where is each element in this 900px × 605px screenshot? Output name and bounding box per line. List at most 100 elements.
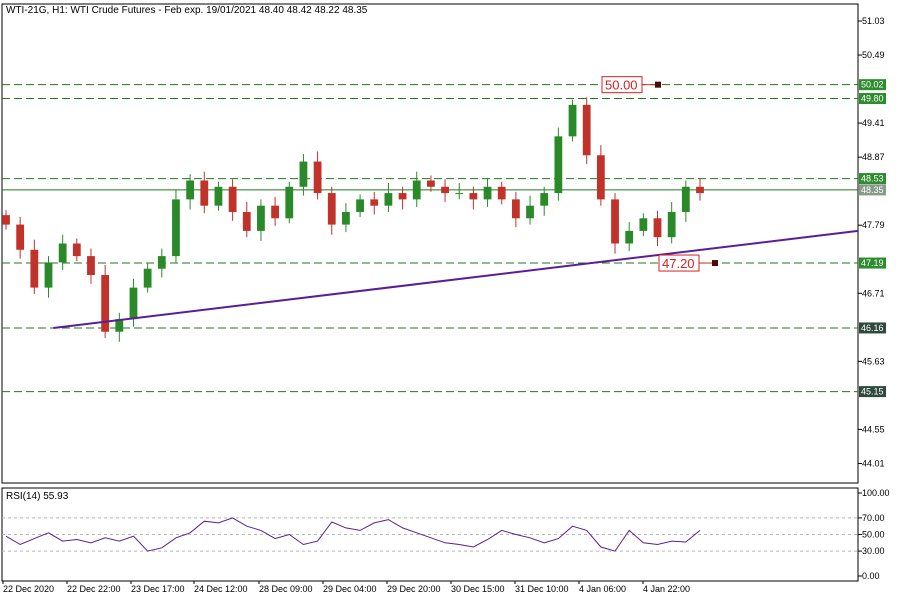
candle-body[interactable] xyxy=(285,186,294,219)
time-tick-label: 31 Dec 10:00 xyxy=(515,584,569,594)
rsi-tick-label: 0.00 xyxy=(862,571,880,581)
candle-body[interactable] xyxy=(313,161,322,194)
candle-body[interactable] xyxy=(412,180,421,200)
candle-body[interactable] xyxy=(58,243,67,263)
candle-body[interactable] xyxy=(398,193,407,200)
rsi-tick-label: 50.00 xyxy=(862,530,885,540)
candle-body[interactable] xyxy=(200,180,209,206)
time-tick-label: 29 Dec 20:00 xyxy=(387,584,441,594)
price-tick-label: 50.49 xyxy=(862,50,885,60)
candle-body[interactable] xyxy=(342,211,350,225)
price-panel-frame xyxy=(1,3,859,484)
candle-body[interactable] xyxy=(87,256,95,276)
level-price-tag xyxy=(859,93,886,105)
candle-body[interactable] xyxy=(172,199,180,257)
rsi-tick-label: 100.00 xyxy=(862,488,890,498)
annotation-marker[interactable] xyxy=(712,260,718,267)
price-tick-label: 48.87 xyxy=(862,152,885,162)
candle-body[interactable] xyxy=(242,211,251,231)
annotation-marker[interactable] xyxy=(655,81,661,88)
candle-body[interactable] xyxy=(271,205,279,219)
support-trendline[interactable] xyxy=(53,229,859,329)
candle-body[interactable] xyxy=(511,199,520,219)
candle-body[interactable] xyxy=(441,186,449,194)
level-price-tag xyxy=(859,173,886,185)
candle-body[interactable] xyxy=(639,218,648,231)
candle-body[interactable] xyxy=(611,199,619,244)
rsi-header: RSI(14) 55.93 xyxy=(6,491,69,502)
candle-body[interactable] xyxy=(129,287,138,320)
candle-body[interactable] xyxy=(186,180,195,200)
candle-body[interactable] xyxy=(16,224,25,250)
level-price-tag xyxy=(859,322,886,334)
time-tick-label: 24 Dec 12:00 xyxy=(194,584,248,594)
candle-body[interactable] xyxy=(696,186,704,194)
candle-body[interactable] xyxy=(299,161,308,187)
level-price-label: 45.15 xyxy=(861,387,884,397)
candle-body[interactable] xyxy=(582,104,591,156)
price-tick-label: 45.63 xyxy=(862,356,885,366)
candle-body[interactable] xyxy=(667,211,676,238)
candle-body[interactable] xyxy=(681,186,690,212)
level-price-label: 49.80 xyxy=(861,94,884,104)
time-tick-label: 22 Dec 22:00 xyxy=(67,584,121,594)
price-tick-label: 44.55 xyxy=(862,424,885,434)
level-price-tag xyxy=(859,79,886,91)
level-price-label: 46.16 xyxy=(861,323,884,333)
time-tick-label: 23 Dec 17:00 xyxy=(131,584,185,594)
candle-body[interactable] xyxy=(568,104,577,137)
candle-body[interactable] xyxy=(653,218,662,238)
candle-body[interactable] xyxy=(384,193,393,206)
level-price-tag xyxy=(859,257,886,269)
candle-body[interactable] xyxy=(554,136,563,194)
time-tick-label: 29 Dec 04:00 xyxy=(323,584,377,594)
candle-body[interactable] xyxy=(143,268,152,288)
annotation-box[interactable] xyxy=(601,76,643,94)
price-tick-label: 49.41 xyxy=(862,118,885,128)
candle-body[interactable] xyxy=(469,193,478,200)
annotation-label: 50.00 xyxy=(605,78,638,93)
candle-body[interactable] xyxy=(427,180,435,187)
candle-body[interactable] xyxy=(257,205,265,231)
rsi-line[interactable] xyxy=(5,517,701,552)
time-tick-label: 28 Dec 09:00 xyxy=(259,584,313,594)
chart-ohlc: 48.40 48.42 48.22 48.35 xyxy=(258,5,368,16)
time-tick-label: 4 Jan 06:00 xyxy=(579,584,626,594)
candle-body[interactable] xyxy=(115,319,124,332)
annotation-box[interactable] xyxy=(658,254,700,272)
time-tick-label: 30 Dec 15:00 xyxy=(451,584,505,594)
candle-body[interactable] xyxy=(214,186,223,206)
candle-body[interactable] xyxy=(497,186,506,200)
price-tick-label: 46.71 xyxy=(862,288,885,298)
candle-body[interactable] xyxy=(596,155,605,200)
candle-body[interactable] xyxy=(540,193,549,206)
candle-body[interactable] xyxy=(72,243,81,257)
candle-body[interactable] xyxy=(101,275,110,332)
level-price-tag xyxy=(859,184,886,196)
candle-body[interactable] xyxy=(356,199,364,212)
candle-body[interactable] xyxy=(483,186,492,200)
time-tick-label: 4 Jan 22:00 xyxy=(643,584,690,594)
price-tick-label: 51.03 xyxy=(862,16,885,26)
rsi-tick-label: 30.00 xyxy=(862,546,885,556)
chart-symbol: WTI-21G, H1: xyxy=(6,5,68,16)
rsi-tick-label: 70.00 xyxy=(862,513,885,523)
candle-body[interactable] xyxy=(157,256,166,269)
candle-body[interactable] xyxy=(44,262,53,288)
time-tick-label: 22 Dec 2020 xyxy=(3,584,54,594)
level-price-label: 48.53 xyxy=(861,174,884,184)
candle-body[interactable] xyxy=(455,193,464,195)
annotation-label: 47.20 xyxy=(662,256,695,271)
candle-body[interactable] xyxy=(2,215,10,225)
level-price-label: 48.35 xyxy=(861,185,884,195)
candle-body[interactable] xyxy=(526,205,534,219)
price-tick-label: 44.01 xyxy=(862,458,885,468)
candle-body[interactable] xyxy=(327,193,336,225)
candle-body[interactable] xyxy=(30,249,39,288)
candle-body[interactable] xyxy=(228,186,237,212)
candle-body[interactable] xyxy=(625,230,634,244)
candle-body[interactable] xyxy=(370,199,379,206)
level-price-label: 50.02 xyxy=(861,80,884,90)
